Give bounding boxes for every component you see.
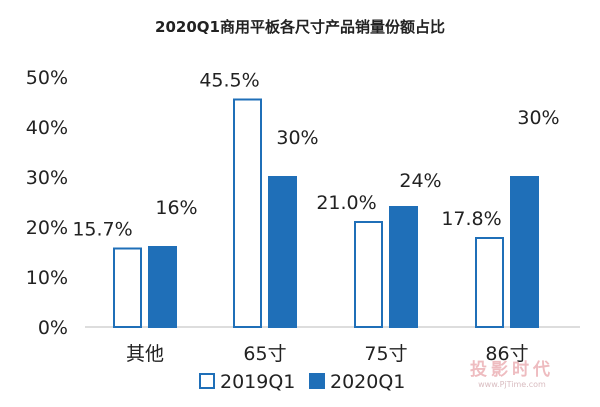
watermark-url: www.PjTime.com [478,380,546,389]
bar-2019Q1 [354,221,383,328]
watermark-text: 投影时代 [470,360,554,380]
bar-2019Q1 [233,98,262,328]
legend-label: 2019Q1 [220,371,295,393]
bar-2019Q1 [475,237,504,328]
x-tick-label: 其他 [126,343,164,365]
data-label: 45.5% [199,70,259,92]
bar-2020Q1 [148,246,177,328]
legend-marker [309,373,325,389]
y-tick-label: 10% [26,267,68,289]
data-label: 30% [517,107,559,129]
legend-label: 2020Q1 [330,371,405,393]
bar-2020Q1 [389,206,418,328]
x-tick-label: 65寸 [243,343,286,365]
data-label: 17.8% [441,208,501,230]
bar-2020Q1 [510,176,539,328]
x-tick-label: 75寸 [364,343,407,365]
legend-marker [199,373,215,389]
y-tick-label: 50% [26,67,68,89]
x-tick-label: 86寸 [485,343,528,365]
bar-2019Q1 [113,247,142,328]
y-tick-label: 40% [26,117,68,139]
y-tick-label: 0% [38,317,68,339]
y-tick-label: 20% [26,217,68,239]
data-label: 30% [276,127,318,149]
watermark: 投影时代 www.PjTime.com [470,355,554,389]
data-label: 16% [155,197,197,219]
data-label: 24% [399,170,441,192]
bar-2020Q1 [268,176,297,328]
y-tick-label: 30% [26,167,68,189]
chart-title: 2020Q1商用平板各尺寸产品销量份额占比 [155,18,445,36]
data-label: 15.7% [72,219,132,241]
data-label: 21.0% [316,192,376,214]
